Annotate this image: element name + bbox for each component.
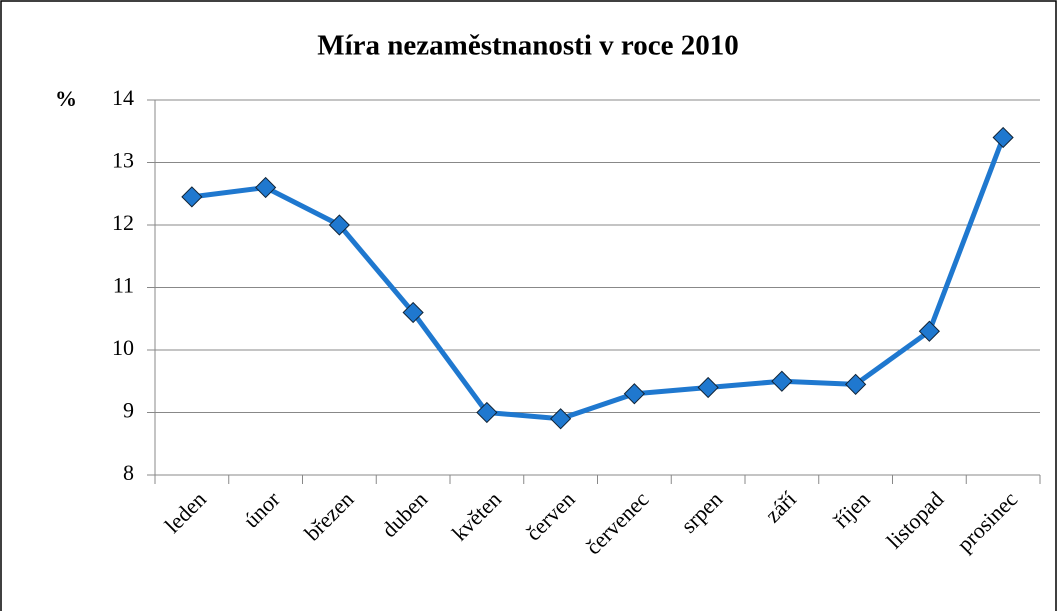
y-tick-label: 11: [113, 273, 134, 298]
y-tick-label: 14: [112, 85, 134, 110]
y-tick-label: 12: [112, 210, 134, 235]
data-point: [845, 373, 867, 395]
y-axis-label: %: [55, 86, 77, 111]
y-tick-label: 13: [112, 148, 134, 173]
y-tick-label: 9: [123, 398, 134, 423]
data-point: [992, 126, 1014, 149]
data-point: [623, 383, 645, 405]
series-line: [191, 136, 1006, 422]
y-tick-label: 10: [112, 335, 134, 360]
data-point: [771, 370, 793, 392]
data-point: [476, 401, 498, 424]
data-point: [402, 301, 424, 324]
data-point: [697, 376, 719, 399]
data-point: [255, 176, 277, 199]
data-point: [918, 320, 940, 342]
y-tick-label: 8: [123, 460, 134, 485]
chart-title: Míra nezaměstnanosti v roce 2010: [317, 30, 739, 62]
data-point: [328, 214, 350, 236]
data-point: [181, 186, 203, 208]
data-point: [550, 408, 572, 430]
